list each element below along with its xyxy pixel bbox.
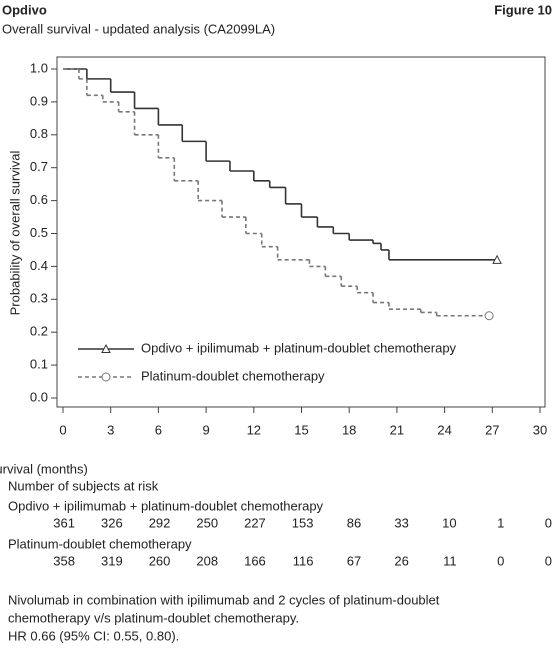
risk-count: 166 [244, 553, 266, 568]
figure-number: Figure 10 [494, 2, 552, 17]
subtitle: Overall survival - updated analysis (CA2… [2, 21, 275, 36]
x-tick-label: 30 [533, 422, 547, 437]
risk-count: 358 [53, 553, 75, 568]
risk-count: 26 [394, 553, 408, 568]
x-tick-label: 6 [155, 422, 162, 437]
y-tick-label: 0.4 [30, 258, 48, 273]
risk-count: 10 [442, 515, 456, 530]
risk-count: 11 [443, 553, 457, 568]
risk-row-label: Opdivo + ipilimumab + platinum-doublet c… [8, 498, 324, 513]
legend-label: Opdivo + ipilimumab + platinum-doublet c… [141, 340, 457, 355]
risk-count: 153 [292, 515, 314, 530]
footnote: HR 0.66 (95% CI: 0.55, 0.80). [8, 628, 179, 643]
risk-count: 1 [497, 515, 504, 530]
risk-count: 86 [347, 515, 361, 530]
censor-marker [492, 254, 502, 264]
risk-count: 208 [196, 553, 218, 568]
y-tick-label: 0.1 [30, 357, 48, 372]
y-tick-label: 0.6 [30, 192, 48, 207]
legend-marker [101, 372, 111, 382]
x-tick-label: 12 [247, 422, 261, 437]
legend-label: Platinum-doublet chemotherapy [141, 368, 325, 383]
risk-row-label: Platinum-doublet chemotherapy [8, 536, 192, 551]
legend-marker [101, 343, 111, 353]
x-tick-label: 18 [342, 422, 356, 437]
x-tick-label: 0 [59, 422, 66, 437]
risk-count: 319 [101, 553, 123, 568]
y-tick-label: 0.5 [30, 225, 48, 240]
risk-count: 361 [53, 515, 75, 530]
footnote: Nivolumab in combination with ipilimumab… [8, 592, 440, 607]
x-tick-label: 3 [107, 422, 114, 437]
x-tick-label: 27 [485, 422, 499, 437]
risk-count: 250 [196, 515, 218, 530]
x-tick-label: 21 [390, 422, 404, 437]
y-tick-label: 0.0 [30, 389, 48, 404]
risk-count: 0 [545, 553, 552, 568]
y-axis-label: Probability of overall survival [7, 151, 22, 316]
footnote: chemotherapy v/s platinum-doublet chemot… [8, 610, 299, 625]
y-tick-label: 0.7 [30, 159, 48, 174]
censor-marker [484, 311, 494, 321]
risk-count: 0 [545, 515, 552, 530]
risk-count: 116 [293, 553, 314, 568]
risk-count: 0 [497, 553, 504, 568]
y-tick-label: 0.9 [30, 93, 48, 108]
y-tick-label: 0.8 [30, 126, 48, 141]
risk-count: 33 [394, 515, 408, 530]
risk-title: Number of subjects at risk [8, 478, 159, 493]
x-tick-label: 15 [294, 422, 308, 437]
risk-count: 326 [101, 515, 123, 530]
y-tick-label: 1.0 [30, 60, 48, 75]
y-tick-label: 0.2 [30, 324, 48, 339]
risk-count: 67 [347, 553, 361, 568]
risk-count: 260 [149, 553, 171, 568]
y-tick-label: 0.3 [30, 291, 48, 306]
x-tick-label: 9 [202, 422, 209, 437]
risk-count: 227 [244, 515, 266, 530]
x-tick-label: 24 [437, 422, 451, 437]
risk-count: 292 [149, 515, 171, 530]
x-axis-label: Overall survival (months) [0, 461, 88, 476]
header-title: Opdivo [2, 2, 47, 17]
